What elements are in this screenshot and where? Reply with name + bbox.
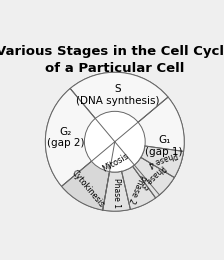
Wedge shape: [62, 142, 115, 210]
Wedge shape: [70, 72, 168, 142]
Text: of a Particular Cell: of a Particular Cell: [45, 62, 185, 75]
Wedge shape: [133, 157, 174, 198]
Text: G₂
(gap 2): G₂ (gap 2): [47, 127, 84, 148]
Text: S
(DNA synthesis): S (DNA synthesis): [75, 84, 159, 106]
Text: Cytokinesis: Cytokinesis: [69, 168, 106, 210]
Text: Phase 4: Phase 4: [147, 149, 179, 168]
Circle shape: [45, 72, 184, 211]
Wedge shape: [115, 97, 184, 195]
Wedge shape: [141, 146, 183, 178]
Text: Phase 1: Phase 1: [112, 178, 121, 208]
Circle shape: [84, 111, 145, 172]
Text: Phase 3: Phase 3: [139, 162, 166, 190]
Text: Various Stages in the Cell Cycle: Various Stages in the Cell Cycle: [0, 46, 224, 58]
Wedge shape: [45, 88, 115, 186]
Wedge shape: [103, 171, 130, 211]
Text: Phase 2: Phase 2: [126, 173, 146, 204]
Wedge shape: [122, 166, 156, 209]
Text: Mitosis: Mitosis: [100, 151, 130, 173]
Text: G₁
(gap 1): G₁ (gap 1): [145, 135, 183, 157]
